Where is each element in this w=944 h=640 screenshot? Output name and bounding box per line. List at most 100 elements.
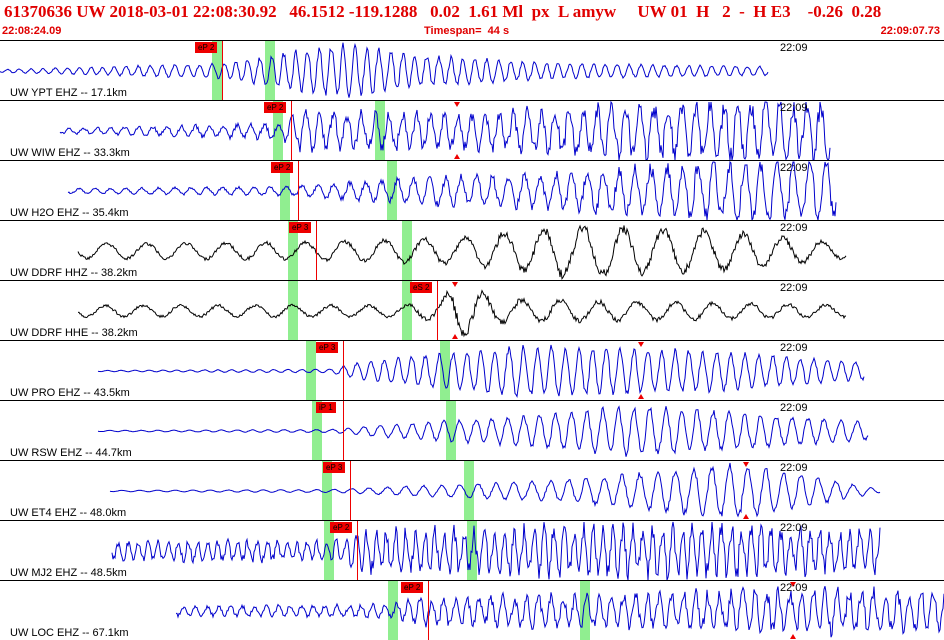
waveform-trace: [111, 521, 881, 580]
time-tick-label: 22:09: [780, 402, 808, 414]
waveform-plot: [77, 224, 847, 280]
phase-pick-flag[interactable]: eP 3: [316, 342, 339, 353]
waveform-plot: [59, 101, 831, 160]
trigger-marker-bottom: [638, 394, 644, 399]
amplitude-window-marker[interactable]: [446, 401, 456, 460]
amplitude-window-marker[interactable]: [306, 341, 316, 400]
waveform-trace: [109, 462, 881, 518]
time-tick-label: 22:09: [780, 342, 808, 354]
channel-label: UW YPT EHZ -- 17.1km: [10, 87, 127, 99]
channel-label: UW LOC EHZ -- 67.1km: [10, 627, 129, 639]
channel-label: UW WIW EHZ -- 33.3km: [10, 147, 130, 159]
amplitude-window-marker[interactable]: [212, 41, 222, 100]
trace-panel[interactable]: eP 3 22:09 UW DDRF HHZ -- 38.2km: [0, 220, 944, 280]
phase-pick-line[interactable]: [316, 221, 317, 280]
trace-panel[interactable]: eP 2 22:09 UW MJ2 EHZ -- 48.5km: [0, 520, 944, 580]
phase-pick-flag[interactable]: eP 3: [323, 462, 346, 473]
waveform-plot: [109, 462, 881, 519]
waveform-plot: [97, 342, 865, 399]
amplitude-window-marker[interactable]: [322, 461, 332, 520]
trigger-marker-top: [638, 342, 644, 347]
trace-panel[interactable]: eP 3 22:09 UW PRO EHZ -- 43.5km: [0, 340, 944, 400]
waveform-trace: [67, 161, 837, 220]
time-tick-label: 22:09: [780, 462, 808, 474]
waveform-plot: [0, 42, 769, 98]
trigger-marker-bottom: [790, 634, 796, 639]
start-time: 22:08:24.09: [2, 25, 62, 37]
phase-pick-flag[interactable]: eP 2: [264, 102, 287, 113]
waveform-trace: [97, 344, 865, 398]
trace-panel[interactable]: eP 2 22:09 UW LOC EHZ -- 67.1km: [0, 580, 944, 640]
time-tick-label: 22:09: [780, 522, 808, 534]
phase-pick-flag[interactable]: iP 1: [316, 402, 336, 413]
channel-label: UW DDRF HHE -- 38.2km: [10, 327, 138, 339]
phase-pick-flag[interactable]: eP 3: [289, 222, 312, 233]
trace-panel[interactable]: eP 2 22:09 UW YPT EHZ -- 17.1km: [0, 40, 944, 100]
amplitude-window-marker[interactable]: [464, 461, 474, 520]
time-tick-label: 22:09: [780, 582, 808, 594]
phase-pick-line[interactable]: [291, 101, 292, 160]
trigger-marker-top: [454, 102, 460, 107]
amplitude-window-marker[interactable]: [375, 101, 385, 160]
waveform-plot: [176, 582, 944, 639]
time-tick-label: 22:09: [780, 282, 808, 294]
trace-panel[interactable]: eP 2 22:09 UW H2O EHZ -- 35.4km: [0, 160, 944, 220]
waveform-plot: [111, 521, 881, 580]
waveform-trace: [176, 586, 944, 638]
amplitude-window-marker[interactable]: [388, 581, 398, 640]
phase-pick-line[interactable]: [437, 281, 438, 340]
amplitude-window-marker[interactable]: [288, 281, 298, 340]
channel-label: UW DDRF HHZ -- 38.2km: [10, 267, 138, 279]
phase-pick-flag[interactable]: eP 2: [195, 42, 218, 53]
trigger-marker-bottom: [452, 334, 458, 339]
trigger-marker-top: [743, 462, 749, 467]
timespan-label: Timespan= 44 s: [424, 25, 510, 37]
event-summary-title: 61370636 UW 2018-03-01 22:08:30.92 46.15…: [4, 2, 882, 21]
phase-pick-flag[interactable]: eP 2: [401, 582, 424, 593]
amplitude-window-marker[interactable]: [288, 221, 298, 280]
phase-pick-line[interactable]: [350, 461, 351, 520]
trace-panel[interactable]: eP 3 22:09 UW ET4 EHZ -- 48.0km: [0, 460, 944, 520]
channel-label: UW H2O EHZ -- 35.4km: [10, 207, 129, 219]
channel-label: UW MJ2 EHZ -- 48.5km: [10, 567, 127, 579]
phase-pick-flag[interactable]: eS 2: [410, 282, 433, 293]
phase-pick-line[interactable]: [343, 341, 344, 400]
time-tick-label: 22:09: [780, 222, 808, 234]
phase-pick-line[interactable]: [298, 161, 299, 220]
waveform-plot: [97, 405, 869, 457]
amplitude-window-marker[interactable]: [402, 281, 412, 340]
amplitude-window-marker[interactable]: [280, 161, 290, 220]
waveform-trace: [77, 224, 847, 280]
channel-label: UW ET4 EHZ -- 48.0km: [10, 507, 127, 519]
phase-pick-flag[interactable]: eP 2: [330, 522, 353, 533]
trigger-marker-top: [790, 582, 796, 587]
amplitude-window-marker[interactable]: [580, 581, 590, 640]
waveform-trace: [97, 405, 869, 457]
channel-label: UW PRO EHZ -- 43.5km: [10, 387, 130, 399]
phase-pick-line[interactable]: [222, 41, 223, 100]
phase-pick-line[interactable]: [428, 581, 429, 640]
amplitude-window-marker[interactable]: [440, 341, 450, 400]
waveform-plot: [77, 282, 847, 339]
phase-pick-line[interactable]: [357, 521, 358, 580]
phase-pick-line[interactable]: [343, 401, 344, 460]
trigger-marker-bottom: [743, 514, 749, 519]
trigger-marker-bottom: [454, 154, 460, 159]
amplitude-window-marker[interactable]: [265, 41, 275, 100]
amplitude-window-marker[interactable]: [402, 221, 412, 280]
trace-panel[interactable]: eP 2 22:09 UW WIW EHZ -- 33.3km: [0, 100, 944, 160]
trace-panel[interactable]: iP 1 22:09 UW RSW EHZ -- 44.7km: [0, 400, 944, 460]
time-tick-label: 22:09: [780, 42, 808, 54]
amplitude-window-marker[interactable]: [387, 161, 397, 220]
end-time: 22:09:07.73: [880, 25, 940, 37]
trace-panel[interactable]: eS 2 22:09 UW DDRF HHE -- 38.2km: [0, 280, 944, 340]
amplitude-window-marker[interactable]: [312, 401, 322, 460]
time-tick-label: 22:09: [780, 162, 808, 174]
waveform-trace: [59, 101, 831, 160]
trigger-marker-top: [452, 282, 458, 287]
phase-pick-flag[interactable]: eP 2: [271, 162, 294, 173]
amplitude-window-marker[interactable]: [273, 101, 283, 160]
waveform-plot: [67, 161, 837, 220]
record-header: 61370636 UW 2018-03-01 22:08:30.92 46.15…: [0, 0, 944, 40]
waveform-trace: [0, 42, 769, 98]
